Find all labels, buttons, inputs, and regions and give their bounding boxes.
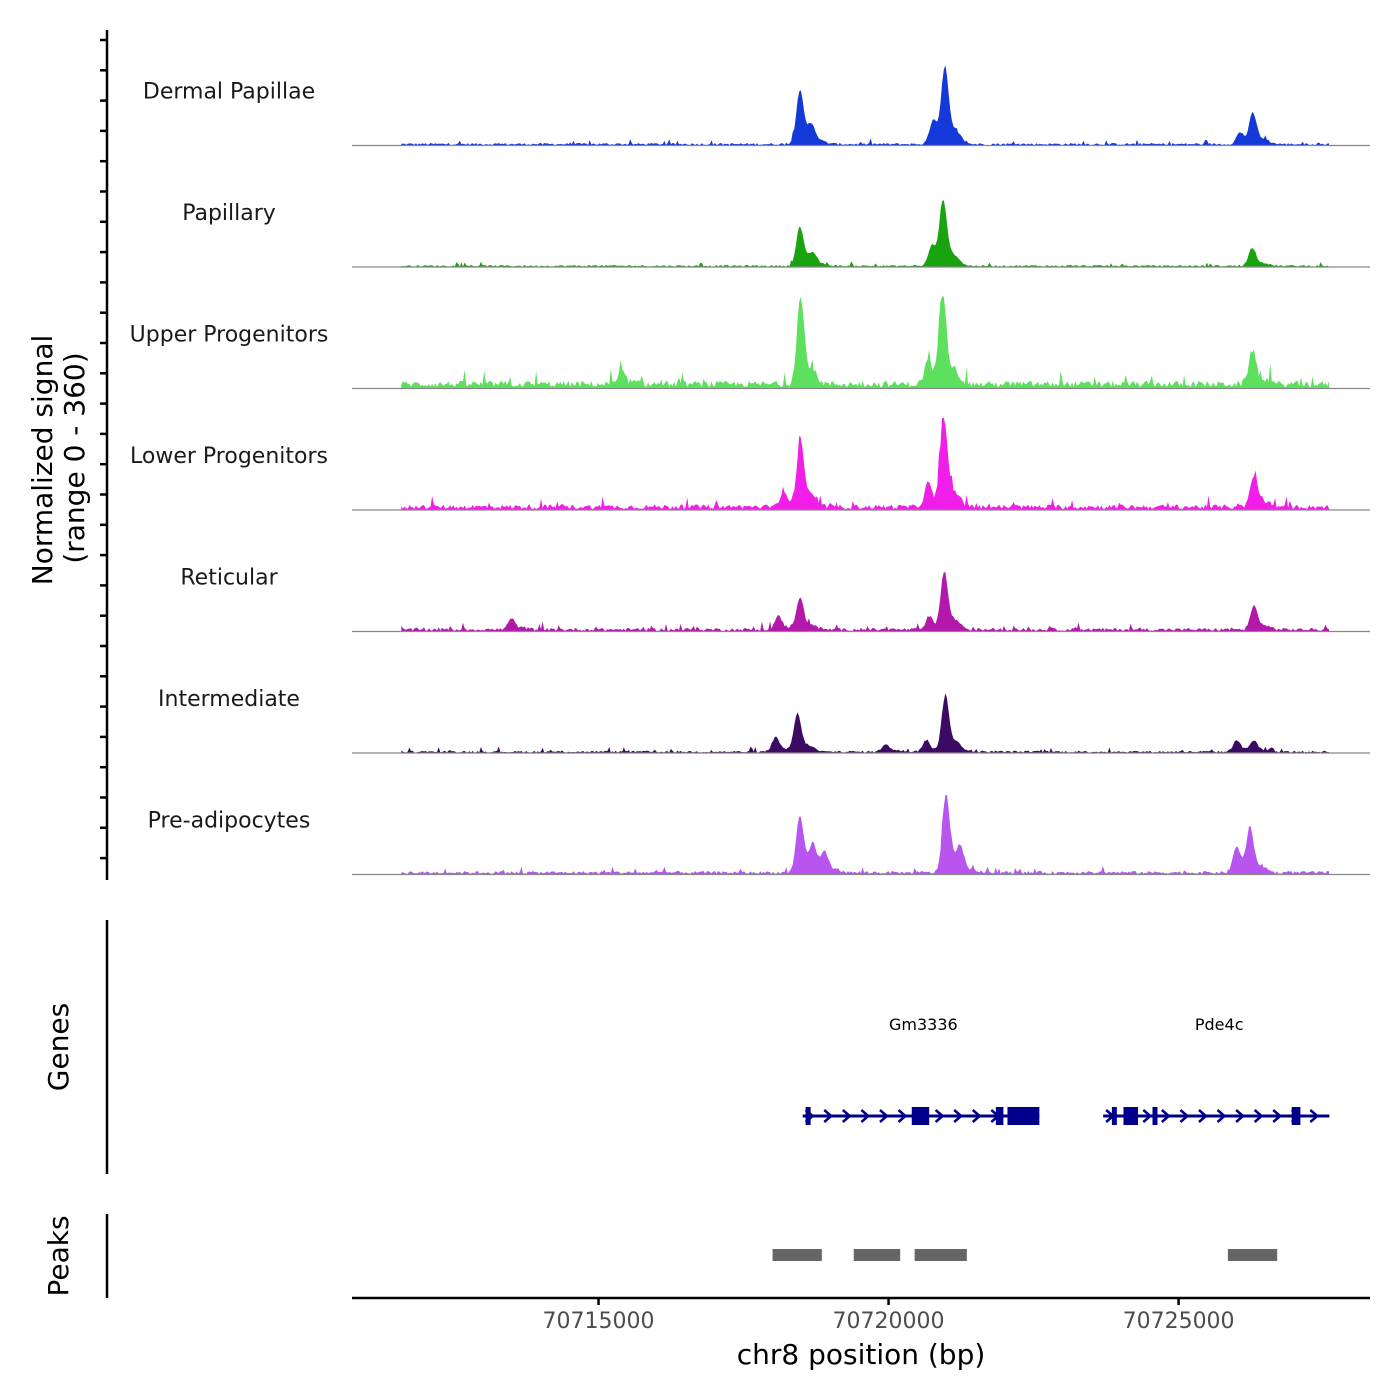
strand-arrow [934, 1109, 945, 1123]
signal-area [401, 794, 1330, 875]
track-label: Upper Progenitors [130, 323, 329, 348]
strand-arrow [1253, 1109, 1264, 1123]
track-label: Dermal Papillae [143, 80, 315, 105]
signal-area [401, 200, 1330, 267]
signal-area [401, 693, 1330, 753]
x-tick-label: 70725000 [1123, 1309, 1235, 1334]
gene-pde4c: Pde4c [1103, 1015, 1330, 1125]
strand-arrow [1309, 1109, 1320, 1123]
track-reticular: Reticular [180, 566, 1370, 633]
strand-arrow [879, 1109, 889, 1123]
signal-area [401, 65, 1330, 146]
strand-arrow [1198, 1109, 1208, 1123]
strand-arrow [1142, 1109, 1153, 1123]
x-tick-label: 70720000 [833, 1309, 945, 1334]
peak-region [1227, 1249, 1278, 1261]
strand-arrow [823, 1109, 834, 1123]
strand-arrow [860, 1109, 871, 1123]
track-lower-progenitors: Lower Progenitors [130, 418, 1370, 511]
exon [1152, 1107, 1158, 1125]
track-label: Intermediate [158, 687, 300, 712]
strand-arrow [1235, 1109, 1245, 1123]
exon [1111, 1107, 1117, 1125]
exon [1123, 1107, 1138, 1125]
exon [1291, 1107, 1301, 1125]
strand-arrow [1179, 1109, 1190, 1123]
signal-y-axis-ticks [100, 38, 107, 860]
signal-area [401, 572, 1330, 632]
strand-arrow [897, 1109, 908, 1123]
exon [995, 1107, 1004, 1125]
gene-track: Gm3336 Pde4c [802, 1015, 1330, 1125]
strand-arrow [1272, 1109, 1283, 1123]
peak-region [853, 1249, 901, 1261]
y-axis-title-line1: Normalized signal [26, 335, 59, 586]
track-label: Papillary [182, 201, 276, 226]
genes-panel-title: Genes [42, 1003, 75, 1091]
track-upper-progenitors: Upper Progenitors [130, 296, 1370, 390]
y-axis-title-line2: (range 0 - 360) [58, 352, 91, 563]
x-axis-title: chr8 position (bp) [737, 1338, 986, 1371]
exon [911, 1107, 930, 1125]
track-dermal-papillae: Dermal Papillae [143, 65, 1370, 147]
track-pre-adipocytes: Pre-adipocytes [148, 794, 1370, 876]
peak-region [772, 1249, 822, 1261]
peak-track [772, 1249, 1278, 1261]
track-papillary: Papillary [182, 200, 1370, 268]
strand-arrow [971, 1109, 982, 1123]
track-label: Reticular [180, 566, 278, 591]
peaks-panel-title: Peaks [42, 1215, 75, 1296]
strand-arrow [1161, 1109, 1171, 1123]
peak-region [914, 1249, 967, 1261]
track-label: Pre-adipocytes [148, 809, 311, 834]
gene-label: Gm3336 [889, 1015, 958, 1034]
x-axis-ticks: 70715000 70720000 70725000 [543, 1298, 1235, 1334]
strand-arrow [1216, 1109, 1227, 1123]
signal-tracks: Dermal Papillae Papillary Upper Progenitor… [130, 65, 1370, 876]
x-tick-label: 70715000 [543, 1309, 655, 1334]
track-label: Lower Progenitors [130, 444, 328, 469]
strand-arrow [953, 1109, 964, 1123]
signal-area [401, 296, 1330, 389]
signal-area [401, 418, 1330, 510]
track-intermediate: Intermediate [158, 687, 1370, 754]
gene-gm3336: Gm3336 [802, 1015, 1040, 1125]
exon [1007, 1107, 1040, 1125]
gene-label: Pde4c [1195, 1015, 1244, 1034]
strand-arrow [841, 1109, 852, 1123]
exon [805, 1107, 811, 1125]
